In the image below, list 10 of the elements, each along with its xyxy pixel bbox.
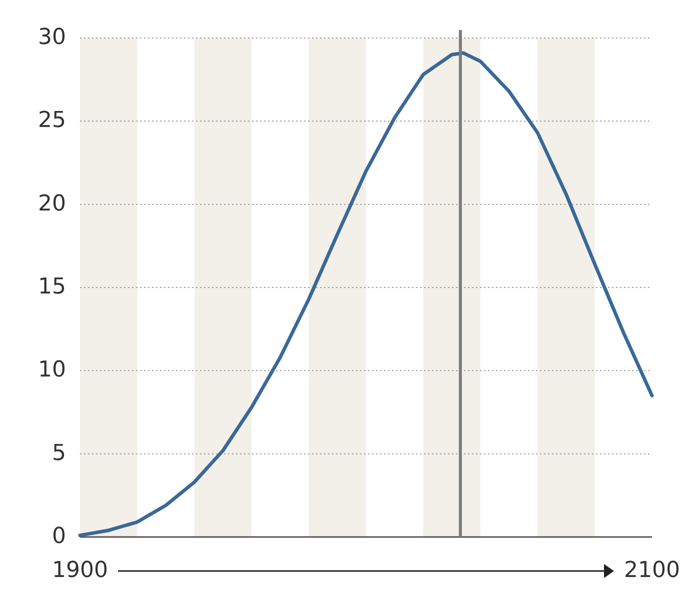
y-tick-label: 10 [38,358,66,383]
y-tick-label: 25 [38,108,66,134]
y-tick-label: 15 [38,274,66,300]
x-tick-label: 2100 [624,558,680,584]
y-tick-label: 20 [38,191,66,216]
y-tick-label: 30 [38,25,66,50]
y-tick-label: 5 [52,440,66,466]
x-tick-label: 1900 [52,558,108,584]
y-tick-label: 0 [52,524,66,550]
line-series [78,51,654,538]
